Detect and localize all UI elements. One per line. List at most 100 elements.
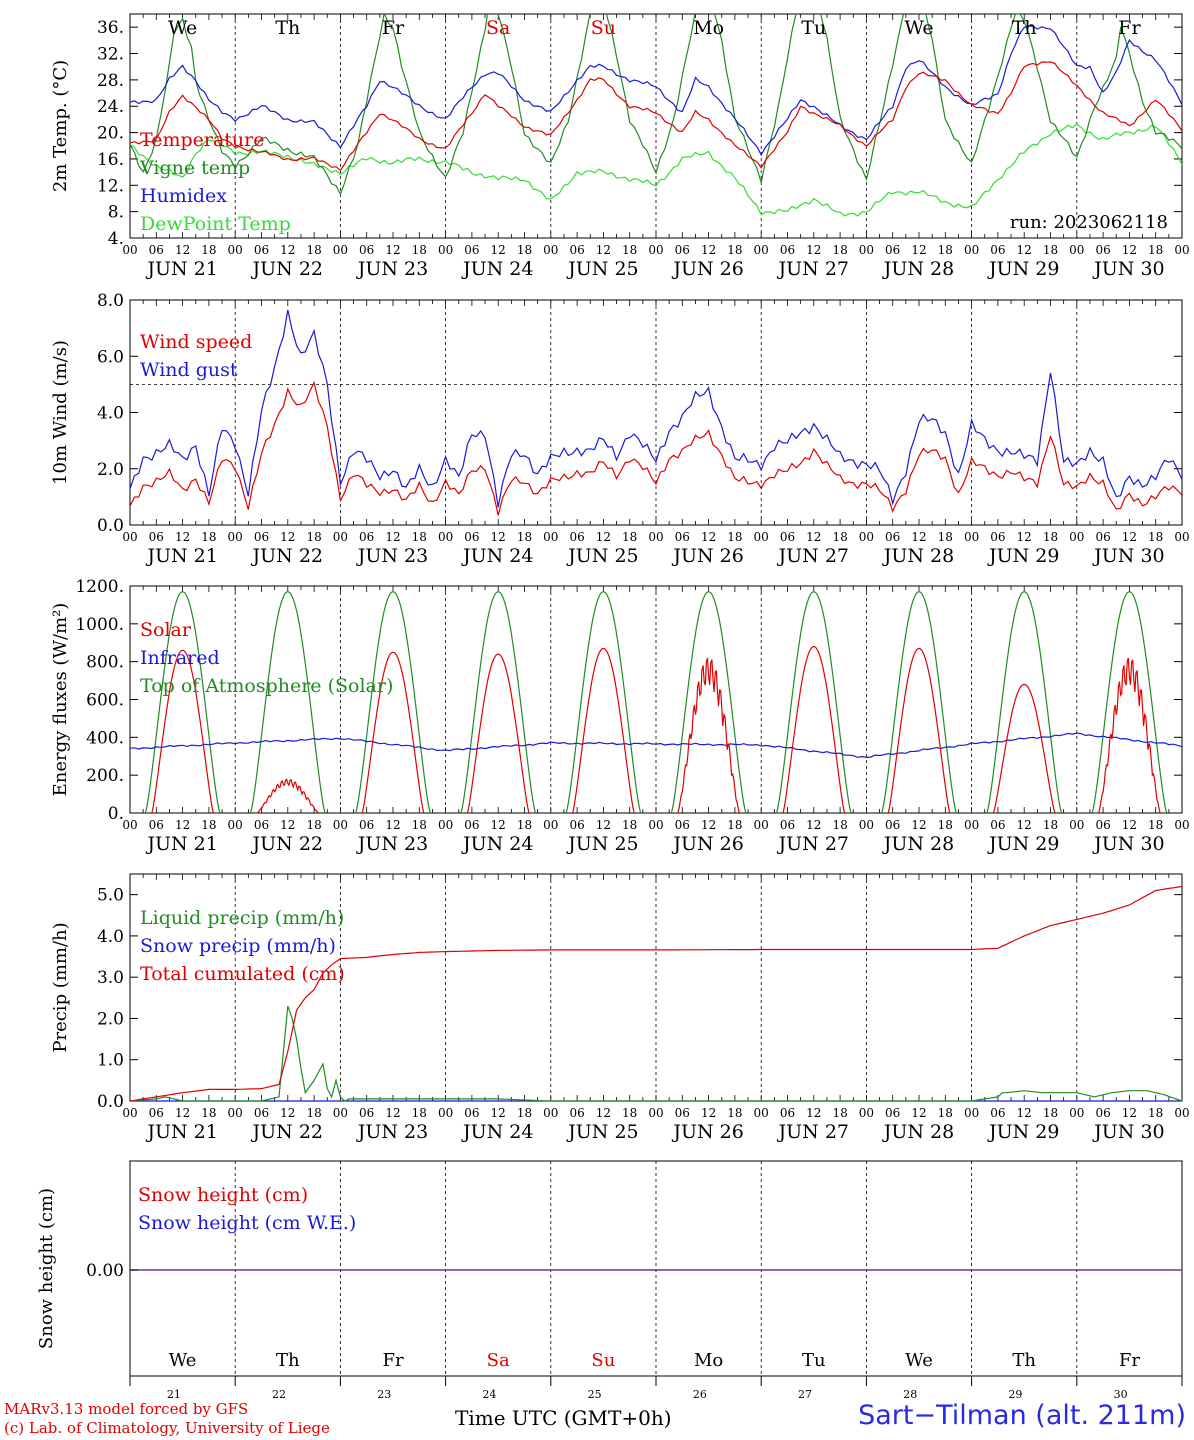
hour-tick-label: 06 (254, 530, 269, 544)
hour-tick-label: 12 (280, 530, 295, 544)
date-label: JUN 23 (356, 545, 428, 567)
hour-tick-label: 12 (701, 818, 716, 832)
date-label: JUN 22 (251, 833, 323, 855)
hour-tick-label: 12 (806, 818, 821, 832)
day-number-label: 30 (1114, 1388, 1128, 1401)
hour-tick-label: 06 (149, 1106, 164, 1120)
hour-tick-label: 00 (1174, 1106, 1189, 1120)
date-label: JUN 24 (461, 833, 533, 855)
date-label: JUN 30 (1092, 833, 1164, 855)
day-number-label: 24 (482, 1388, 496, 1401)
hour-tick-label: 00 (964, 530, 979, 544)
hour-tick-label: 06 (149, 818, 164, 832)
hour-tick-label: 12 (911, 243, 926, 257)
hour-tick-label: 18 (306, 530, 321, 544)
date-label: JUN 29 (987, 1121, 1059, 1143)
weekday-label: We (169, 1350, 197, 1371)
hour-tick-label: 00 (1069, 818, 1084, 832)
hour-tick-label: 00 (228, 818, 243, 832)
date-label: JUN 27 (777, 258, 849, 280)
date-label: JUN 22 (251, 1121, 323, 1143)
date-label: JUN 21 (145, 1121, 217, 1143)
hour-tick-label: 00 (1069, 530, 1084, 544)
hour-tick-label: 18 (201, 818, 216, 832)
date-label: JUN 28 (882, 833, 954, 855)
hour-tick-label: 12 (491, 818, 506, 832)
hour-tick-label: 18 (306, 818, 321, 832)
hour-tick-label: 06 (359, 818, 374, 832)
hour-tick-label: 18 (412, 243, 427, 257)
y-tick-label: 600. (86, 691, 124, 711)
hour-tick-label: 06 (149, 530, 164, 544)
hour-tick-label: 06 (569, 530, 584, 544)
hour-tick-label: 00 (122, 818, 137, 832)
y-tick-label: 2.0 (97, 1009, 124, 1029)
hour-tick-label: 00 (228, 243, 243, 257)
hour-tick-label: 00 (1174, 818, 1189, 832)
hour-tick-label: 06 (885, 1106, 900, 1120)
hour-tick-label: 00 (964, 818, 979, 832)
legend-entry: Humidex (140, 185, 227, 207)
hour-tick-label: 06 (675, 530, 690, 544)
hour-tick-label: 18 (201, 243, 216, 257)
hour-tick-label: 06 (464, 818, 479, 832)
date-label: JUN 24 (461, 1121, 533, 1143)
hour-tick-label: 00 (333, 1106, 348, 1120)
panel-frame (129, 299, 1183, 526)
hour-tick-label: 06 (359, 530, 374, 544)
weekday-label: Fr (1119, 1350, 1140, 1371)
hour-tick-label: 00 (543, 818, 558, 832)
date-label: JUN 25 (566, 1121, 638, 1143)
hour-tick-label: 18 (1148, 530, 1163, 544)
hour-tick-label: 06 (675, 1106, 690, 1120)
series-line (130, 61, 1182, 172)
hour-tick-label: 06 (1095, 818, 1110, 832)
hour-tick-label: 06 (1095, 243, 1110, 257)
date-label: JUN 27 (777, 833, 849, 855)
legend-entry: Snow height (cm W.E.) (138, 1212, 356, 1234)
hour-tick-label: 00 (438, 243, 453, 257)
hour-tick-label: 12 (1017, 1106, 1032, 1120)
hour-tick-label: 00 (438, 530, 453, 544)
hour-tick-label: 18 (1148, 818, 1163, 832)
hour-tick-label: 00 (543, 243, 558, 257)
hour-tick-label: 06 (254, 1106, 269, 1120)
hour-tick-label: 00 (1069, 243, 1084, 257)
date-label: JUN 30 (1092, 258, 1164, 280)
hour-tick-label: 00 (859, 818, 874, 832)
y-axis-label: Precip (mm/h) (50, 922, 71, 1052)
hour-tick-label: 06 (1095, 1106, 1110, 1120)
date-label: JUN 21 (145, 545, 217, 567)
hour-tick-label: 12 (280, 243, 295, 257)
hour-tick-label: 12 (911, 1106, 926, 1120)
hour-tick-label: 00 (1174, 243, 1189, 257)
legend-entry: Vigne temp (139, 157, 250, 179)
hour-tick-label: 18 (832, 818, 847, 832)
hour-tick-label: 12 (385, 243, 400, 257)
date-label: JUN 27 (777, 545, 849, 567)
weekday-label: Th (1012, 17, 1037, 39)
hour-tick-label: 18 (727, 530, 742, 544)
hour-tick-label: 18 (1043, 818, 1058, 832)
date-label: JUN 25 (566, 833, 638, 855)
hour-tick-label: 18 (1043, 1106, 1058, 1120)
date-label: JUN 21 (145, 833, 217, 855)
date-label: JUN 26 (671, 258, 743, 280)
series-line (129, 309, 1183, 508)
y-axis-label: 2m Temp. (°C) (50, 60, 71, 192)
hour-tick-label: 12 (175, 530, 190, 544)
hour-tick-label: 06 (569, 243, 584, 257)
energy-panel: 00 06 12 18 00 06 12 18 00 06 12 18 00 06 12 18 00 06 12 18… (50, 577, 1190, 855)
hour-tick-label: 18 (727, 243, 742, 257)
hour-tick-label: 12 (596, 818, 611, 832)
hour-tick-label: 18 (938, 818, 953, 832)
hour-tick-label: 12 (1017, 243, 1032, 257)
hour-tick-label: 00 (1069, 1106, 1084, 1120)
hour-tick-label: 06 (780, 1106, 795, 1120)
y-tick-label: 12. (97, 176, 124, 196)
legend-entry: Top of Atmosphere (Solar) (140, 675, 393, 697)
hour-tick-label: 18 (938, 243, 953, 257)
y-tick-label: 4.0 (97, 404, 124, 424)
date-label: JUN 24 (461, 258, 533, 280)
hour-tick-label: 06 (675, 243, 690, 257)
